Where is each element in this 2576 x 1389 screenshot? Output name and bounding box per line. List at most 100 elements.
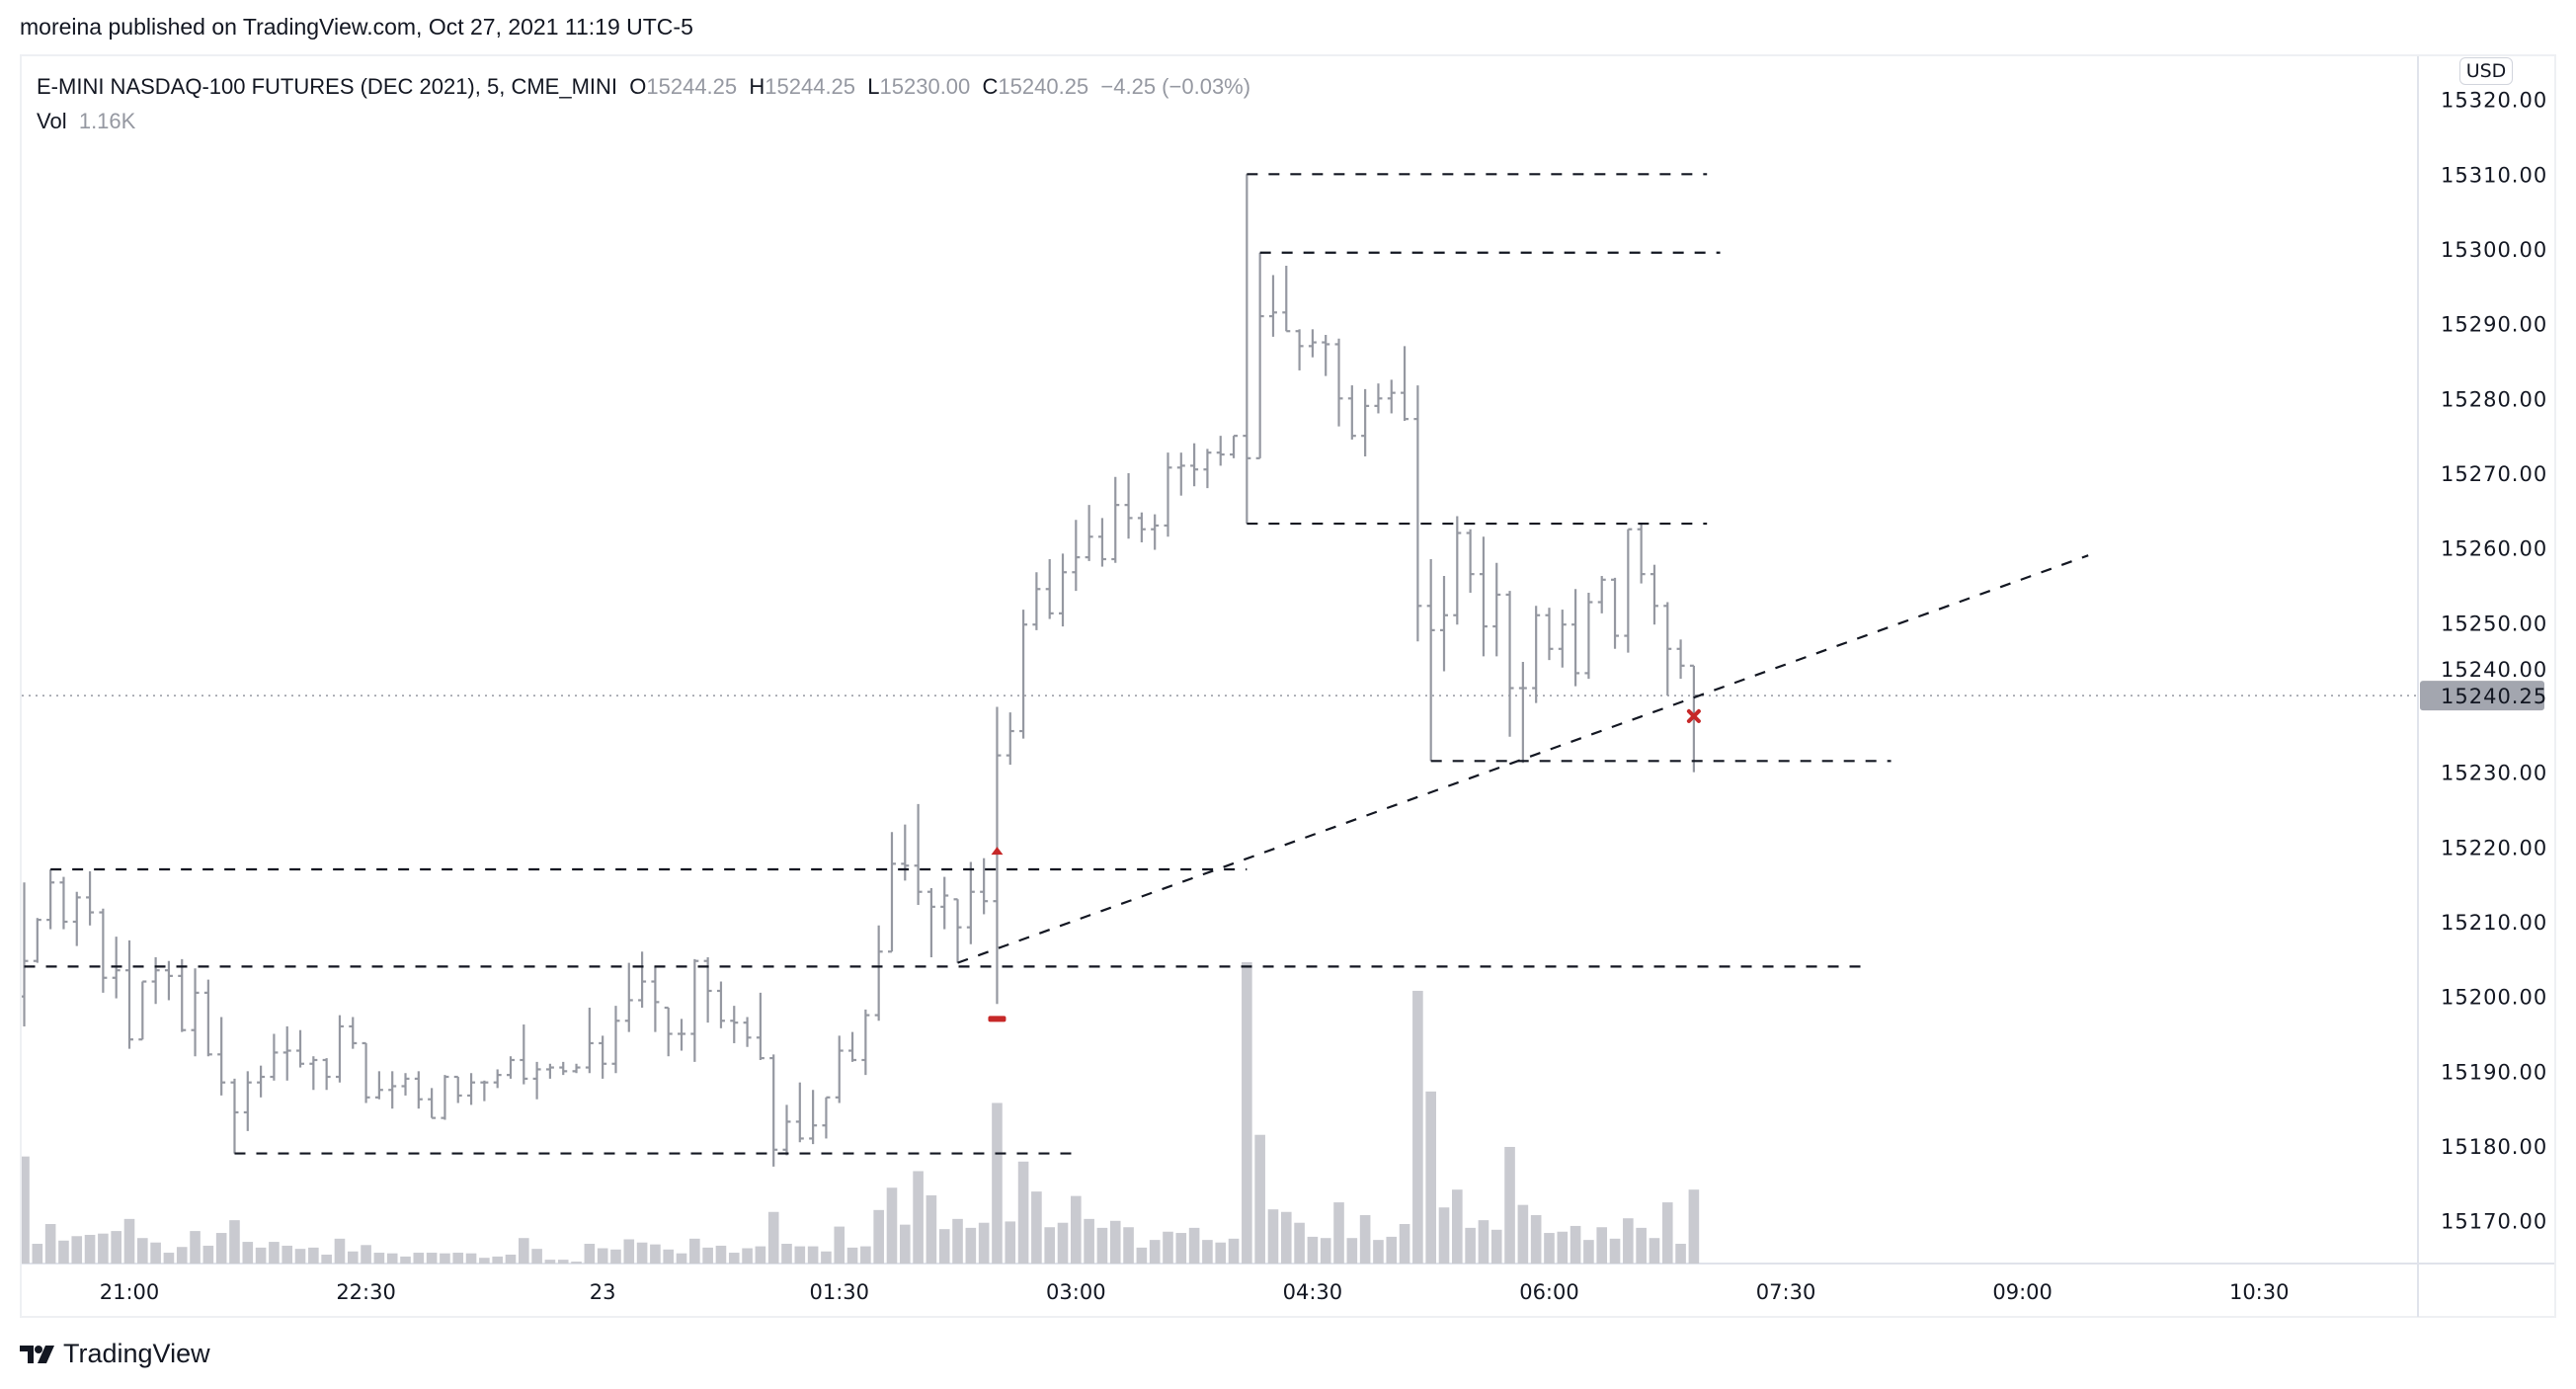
ohlc-bar bbox=[1019, 610, 1028, 739]
volume-bar bbox=[952, 1218, 963, 1264]
close-value: 15240.25 bbox=[998, 74, 1089, 99]
ohlc-bar bbox=[1426, 559, 1435, 762]
ohlc-bar bbox=[1072, 520, 1081, 592]
time-tick-label: 22:30 bbox=[336, 1280, 396, 1304]
ohlc-bar bbox=[1611, 577, 1620, 649]
ohlc-bar bbox=[270, 1033, 279, 1081]
volume-bar bbox=[531, 1249, 542, 1264]
volume-bar bbox=[1570, 1225, 1581, 1264]
ohlc-bar bbox=[1347, 385, 1356, 440]
current-price-tag-bg bbox=[2420, 681, 2544, 711]
ohlc-bar bbox=[887, 832, 896, 953]
ohlc-bar bbox=[769, 1054, 778, 1167]
ohlc-bar bbox=[1387, 379, 1396, 414]
trend-line[interactable] bbox=[957, 554, 2089, 964]
open-value: 15244.25 bbox=[646, 74, 738, 99]
ohlc-bar bbox=[756, 992, 765, 1060]
volume-bar bbox=[413, 1253, 425, 1264]
tradingview-logo[interactable]: TradingView bbox=[20, 1339, 210, 1369]
price-axis[interactable]: 15320.00 15310.00 15300.00 15290.00 15280.00… bbox=[2441, 89, 2547, 1234]
volume-bar bbox=[1254, 1134, 1265, 1264]
ohlc-bar bbox=[1676, 639, 1685, 680]
price-tick-label: 15290.00 bbox=[2441, 313, 2547, 337]
volume-bar bbox=[123, 1218, 135, 1264]
ohlc-bar bbox=[1190, 443, 1199, 487]
ohlc-bar bbox=[690, 958, 699, 1062]
volume-bar bbox=[202, 1245, 214, 1264]
time-tick-label: 03:00 bbox=[1046, 1280, 1106, 1304]
volume-bar bbox=[663, 1249, 675, 1264]
symbol-title[interactable]: E-MINI NASDAQ-100 FUTURES (DEC 2021), 5,… bbox=[37, 74, 618, 99]
ohlc-bar bbox=[467, 1073, 476, 1105]
volume-bar bbox=[1031, 1191, 1042, 1264]
volume-bar bbox=[1465, 1227, 1476, 1264]
ohlc-bar bbox=[1401, 346, 1409, 422]
drawings[interactable] bbox=[22, 173, 2418, 1155]
ohlc-bar bbox=[822, 1096, 831, 1139]
volume-bar bbox=[1688, 1189, 1700, 1264]
ohlc-bar bbox=[1097, 518, 1106, 567]
price-tick-label: 15310.00 bbox=[2441, 163, 2547, 187]
volume-bar bbox=[1071, 1195, 1082, 1264]
volume-bar bbox=[597, 1248, 608, 1264]
ohlc-bar bbox=[480, 1080, 489, 1102]
time-tick-label: 10:30 bbox=[2229, 1280, 2290, 1304]
current-price-tag: 15240.25 bbox=[2420, 681, 2546, 711]
volume-bar bbox=[22, 1156, 30, 1264]
price-tick-label: 15200.00 bbox=[2441, 986, 2547, 1010]
volume-bar bbox=[1504, 1146, 1515, 1264]
volume-bar bbox=[176, 1247, 188, 1264]
ohlc-bar bbox=[138, 980, 147, 1041]
ohlc-bar bbox=[599, 1035, 607, 1079]
ohlc-bar bbox=[441, 1075, 449, 1120]
ohlc-bar bbox=[388, 1071, 397, 1109]
ohlc-bar bbox=[1268, 275, 1277, 337]
volume-bar bbox=[1228, 1238, 1240, 1264]
volume-bar bbox=[1215, 1242, 1227, 1264]
ohlc-bar bbox=[664, 1006, 673, 1057]
ohlc-bar bbox=[22, 882, 29, 1026]
ohlc-bar bbox=[1637, 524, 1646, 584]
ohlc-bar bbox=[1085, 505, 1093, 561]
time-tick-label: 23 bbox=[590, 1280, 616, 1304]
ohlc-bar bbox=[296, 1029, 305, 1068]
ohlc-bar bbox=[309, 1056, 318, 1091]
chart-frame bbox=[20, 54, 2556, 1318]
ohlc-bar bbox=[926, 887, 935, 957]
ohlc-bar bbox=[1203, 449, 1212, 489]
volume-bar bbox=[676, 1253, 687, 1264]
ohlc-bar bbox=[1322, 334, 1330, 376]
volume-bar bbox=[1202, 1240, 1213, 1264]
time-axis[interactable]: 21:00 22:30 23 01:30 03:00 04:30 06:00 07:30 09:… bbox=[100, 1280, 2290, 1304]
volume-bar bbox=[1478, 1220, 1489, 1264]
ohlc-bar bbox=[428, 1088, 437, 1119]
ohlc-bar bbox=[453, 1075, 462, 1103]
volume-bar bbox=[544, 1260, 556, 1264]
price-tick-label: 15170.00 bbox=[2441, 1210, 2547, 1234]
ohlc-bar bbox=[559, 1061, 568, 1076]
ohlc-bar bbox=[414, 1071, 423, 1109]
volume-bar bbox=[1149, 1240, 1161, 1264]
volume-bar bbox=[913, 1171, 924, 1264]
currency-badge[interactable]: USD bbox=[2459, 57, 2513, 85]
ohlc-bar bbox=[1532, 606, 1541, 703]
ohlc-bar bbox=[1374, 383, 1383, 414]
volume-bar bbox=[1373, 1240, 1384, 1264]
high-value: 15244.25 bbox=[765, 74, 856, 99]
ohlc-bar bbox=[624, 962, 633, 1032]
volume-bar bbox=[794, 1246, 806, 1264]
price-tick-label: 15300.00 bbox=[2441, 238, 2547, 262]
ohlc-bar bbox=[1663, 602, 1672, 696]
ohlc-bar bbox=[953, 898, 962, 963]
volume-bar bbox=[807, 1246, 819, 1264]
volume-label[interactable]: Vol bbox=[37, 109, 67, 133]
volume-bar bbox=[426, 1253, 438, 1264]
publish-info: moreina published on TradingView.com, Oc… bbox=[20, 14, 693, 40]
volume-bar bbox=[781, 1244, 792, 1264]
ohlc-bar bbox=[940, 876, 949, 930]
price-tick-label: 15210.00 bbox=[2441, 911, 2547, 935]
ohlc-bar bbox=[520, 1024, 528, 1085]
ohlc-bar bbox=[993, 706, 1002, 1005]
ohlc-bar bbox=[59, 876, 68, 930]
